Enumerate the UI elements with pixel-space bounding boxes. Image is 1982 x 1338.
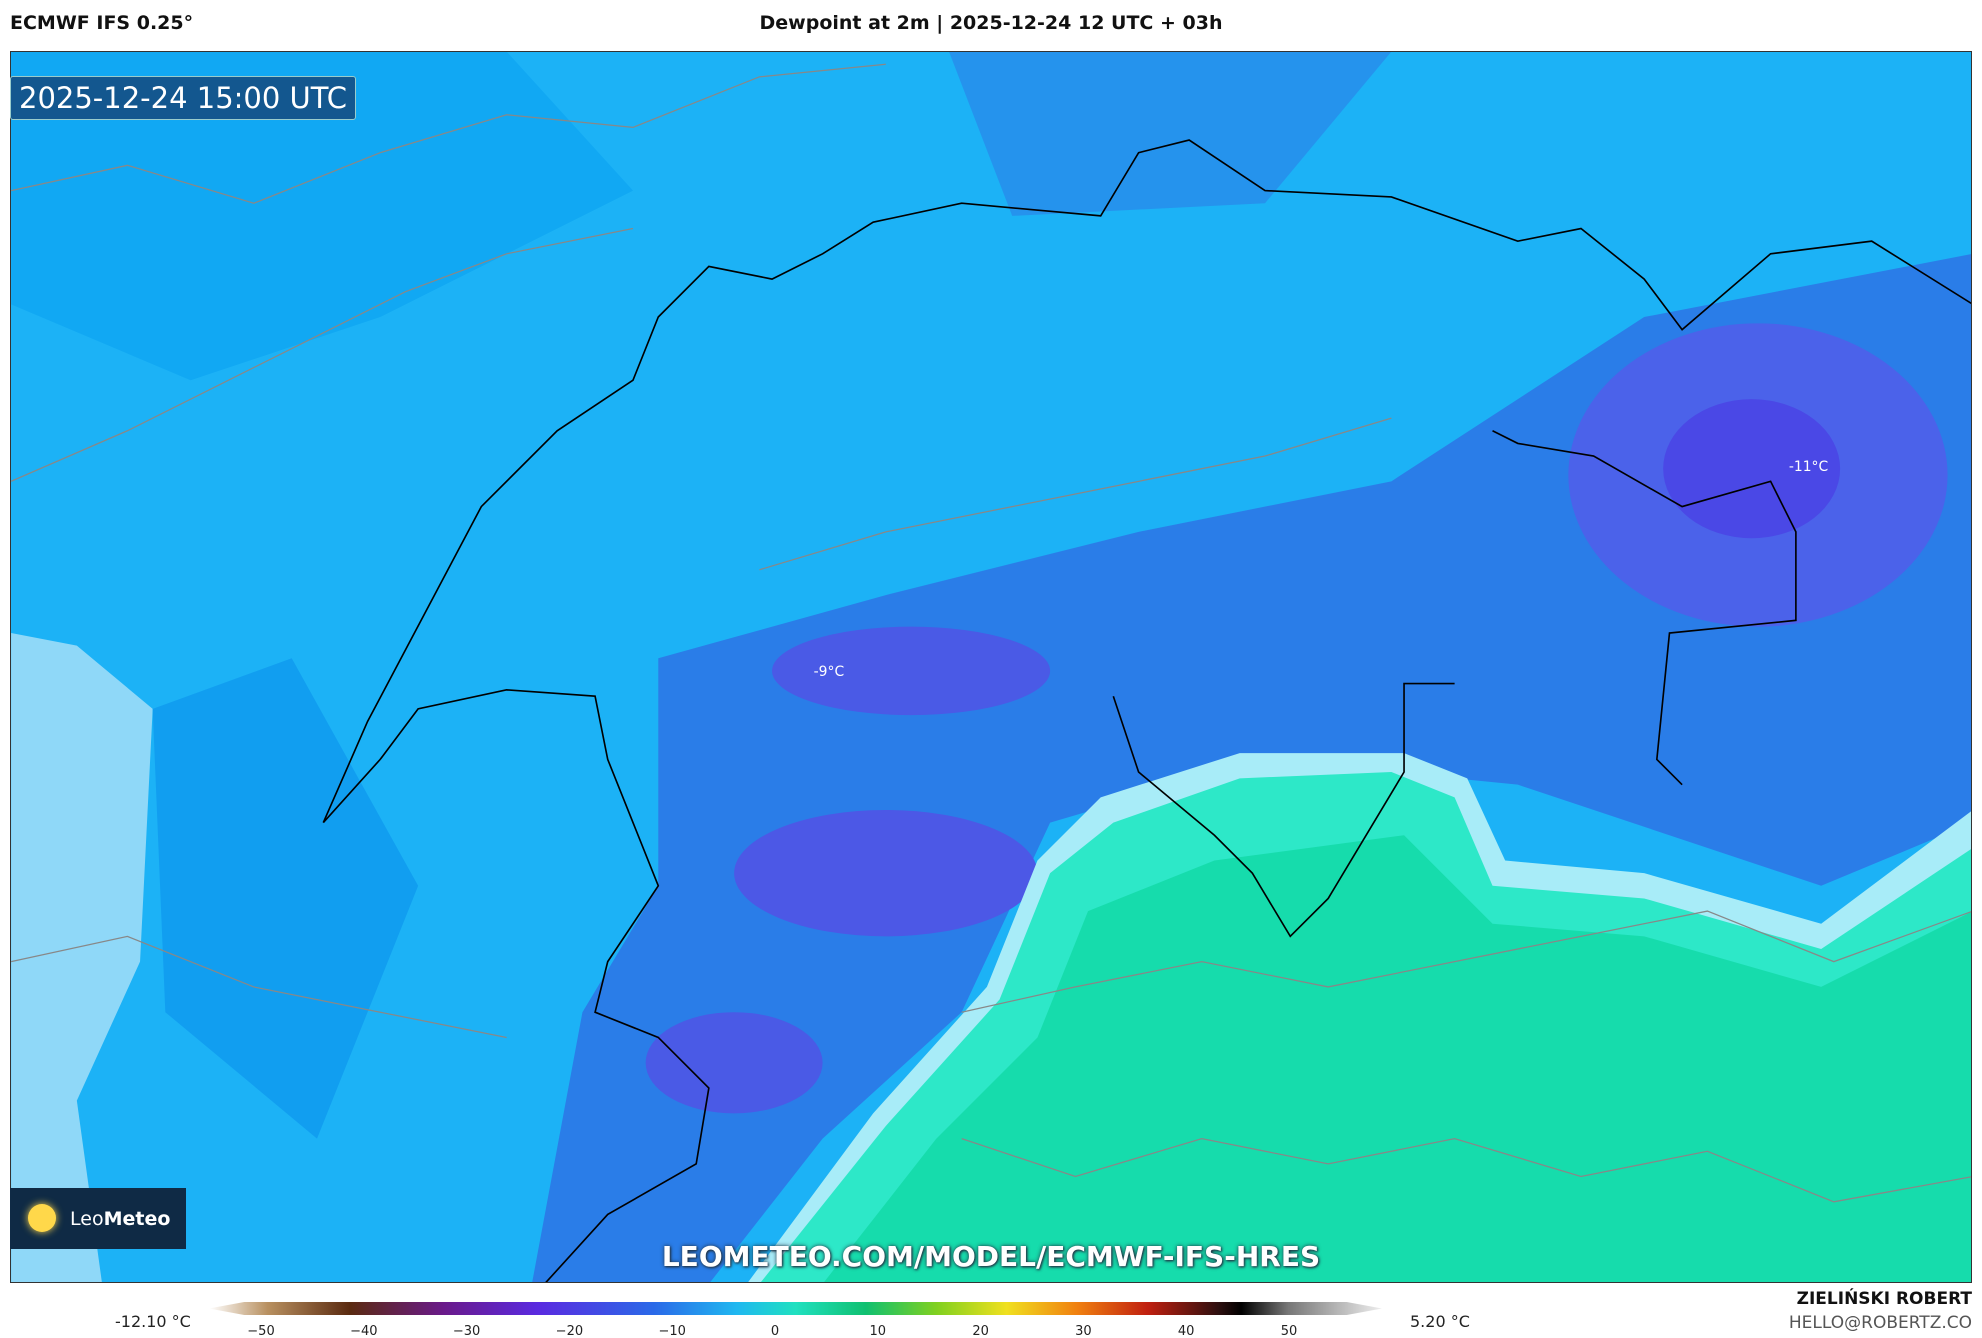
timestamp: 2025-12-24 15:00 UTC bbox=[10, 76, 357, 120]
model-name: ECMWF IFS 0.25° bbox=[10, 12, 194, 34]
colorbar-tick: 10 bbox=[869, 1324, 887, 1338]
title: Dewpoint at 2m | 2025-12-24 12 UTC + 03h bbox=[759, 12, 1223, 34]
contour-label: -11°C bbox=[1789, 459, 1828, 475]
logo-leo: Leo bbox=[70, 1207, 104, 1230]
colorbar-tick: 0 bbox=[770, 1324, 780, 1338]
colorbar-tick: 40 bbox=[1177, 1324, 1195, 1338]
colorbar-tick: −20 bbox=[555, 1324, 584, 1338]
colorbar-tick: −50 bbox=[247, 1324, 275, 1338]
colorbar-tick: −30 bbox=[452, 1324, 481, 1338]
logo-meteo: Meteo bbox=[103, 1207, 171, 1230]
colorbar-max: 5.20 °C bbox=[1410, 1312, 1470, 1331]
watermark: LEOMETEO.COM/MODEL/ECMWF-IFS-HRES bbox=[661, 1240, 1321, 1273]
colorbar-tick: 50 bbox=[1280, 1324, 1298, 1338]
author: ZIELIŃSKI ROBERT bbox=[1796, 1289, 1972, 1309]
logo-icon bbox=[28, 1204, 56, 1232]
colorbar-tick: 20 bbox=[972, 1324, 989, 1338]
map: -9°C -11°C bbox=[10, 51, 1972, 1283]
colorbar-tick: −40 bbox=[350, 1324, 378, 1338]
logo: Leo Meteo bbox=[10, 1188, 186, 1249]
colorbar bbox=[209, 1302, 1382, 1315]
colorbar-tick: 30 bbox=[1075, 1324, 1092, 1338]
map-canvas: -9°C -11°C bbox=[11, 52, 1971, 1282]
colorbar-min: -12.10 °C bbox=[115, 1312, 191, 1331]
colorbar-tick: −10 bbox=[658, 1324, 686, 1338]
contact: HELLO@ROBERTZ.CO bbox=[1788, 1313, 1972, 1333]
contour-label: -9°C bbox=[814, 664, 845, 680]
